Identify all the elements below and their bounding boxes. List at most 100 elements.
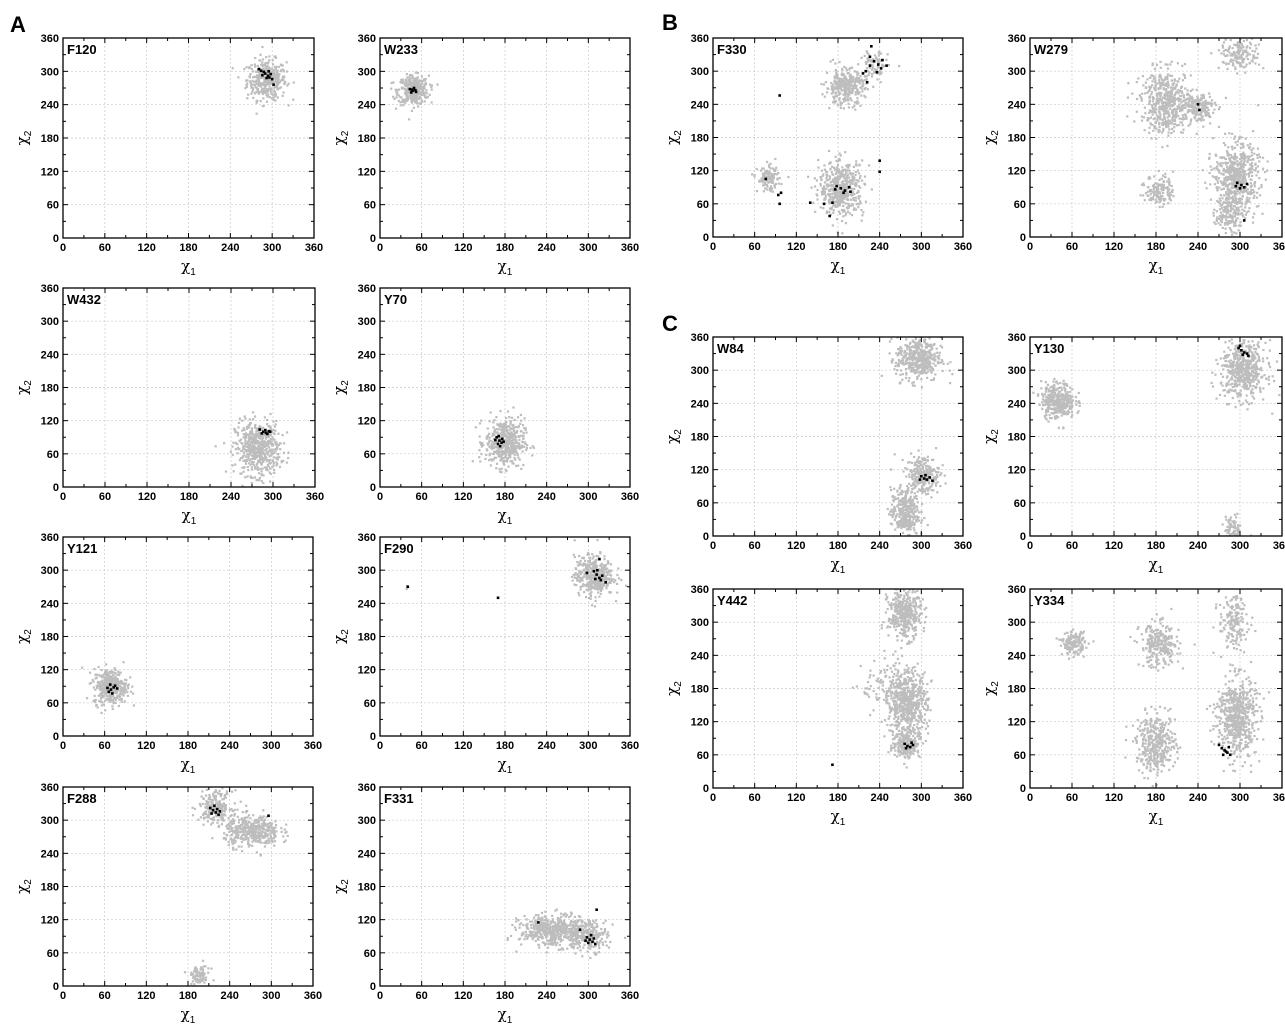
background-point (518, 458, 521, 461)
x-axis-label: χ1 (181, 1005, 196, 1024)
background-point (411, 94, 414, 97)
background-point (275, 441, 278, 444)
background-point (581, 564, 585, 567)
background-point (594, 585, 597, 588)
background-point (247, 446, 251, 449)
background-point (250, 466, 253, 469)
background-point (256, 450, 259, 453)
background-point (222, 797, 225, 801)
background-point (605, 944, 608, 947)
background-point (233, 427, 236, 431)
background-point (111, 705, 114, 708)
background-point (251, 834, 255, 838)
background-point (833, 101, 837, 104)
background-point (253, 831, 256, 834)
background-point (590, 925, 593, 928)
background-point (519, 422, 522, 426)
background-point (592, 926, 595, 929)
background-point (248, 76, 251, 79)
background-point (587, 921, 590, 925)
background-point (415, 85, 418, 88)
background-point (263, 432, 266, 436)
background-point (607, 581, 611, 584)
background-point (250, 454, 254, 457)
background-point (208, 795, 212, 799)
background-point (222, 802, 226, 805)
background-point (260, 428, 264, 431)
background-point (227, 843, 230, 847)
background-point (211, 805, 214, 808)
background-point (246, 822, 249, 825)
background-point (579, 915, 582, 919)
background-point (532, 930, 535, 934)
background-point (552, 941, 555, 945)
highlight-point (500, 441, 503, 445)
background-point (101, 701, 104, 704)
background-point (548, 939, 551, 942)
highlight-point (578, 928, 582, 931)
background-point (242, 451, 246, 454)
background-point (196, 981, 200, 984)
background-point (249, 81, 253, 84)
background-point (835, 95, 838, 98)
background-point (231, 445, 234, 448)
background-point (265, 443, 268, 446)
background-point (599, 550, 602, 554)
background-point (241, 822, 244, 825)
background-point (515, 950, 518, 953)
y-tick-label: 0 (370, 233, 376, 245)
background-point (509, 432, 512, 435)
background-point (115, 684, 119, 688)
background-point (193, 977, 196, 981)
background-point (606, 567, 609, 570)
background-point (252, 76, 255, 79)
background-point (261, 434, 265, 437)
background-point (219, 804, 222, 807)
background-point (118, 673, 121, 677)
background-point (254, 826, 257, 830)
background-point (591, 934, 594, 937)
background-point (512, 406, 515, 409)
background-point (269, 840, 272, 843)
background-point (275, 70, 278, 73)
background-point (250, 447, 253, 450)
background-point (257, 454, 261, 457)
background-point (503, 432, 506, 436)
background-point (117, 704, 120, 708)
background-point (234, 428, 237, 432)
background-point (515, 436, 518, 439)
background-point (594, 579, 597, 582)
background-point (839, 106, 842, 109)
background-point (530, 926, 533, 929)
background-point (271, 839, 274, 842)
background-point (831, 101, 835, 104)
background-point (546, 927, 549, 930)
background-point (271, 67, 274, 70)
background-point (585, 567, 589, 570)
x-tick-label: 120 (137, 242, 155, 254)
background-point (581, 925, 584, 928)
background-point (236, 452, 239, 455)
background-point (411, 91, 415, 95)
background-point (500, 435, 504, 438)
background-point (533, 925, 536, 928)
background-point (272, 461, 275, 465)
background-point (275, 456, 278, 459)
background-point (548, 929, 551, 932)
plot-f331: 0 60 120 180 240 300 360060120180240300360χ1χ2… (330, 782, 639, 1024)
background-point (543, 943, 547, 947)
background-point (847, 102, 850, 105)
x-tick-label: 300 (263, 242, 281, 254)
background-point (261, 87, 264, 90)
background-point (264, 83, 267, 87)
background-point (262, 482, 265, 485)
background-point (121, 682, 124, 686)
background-point (110, 678, 114, 681)
highlight-point (493, 438, 497, 442)
background-point (578, 563, 581, 566)
background-point (89, 671, 92, 674)
background-point (571, 935, 574, 938)
background-point (110, 670, 113, 673)
background-point (252, 464, 255, 467)
highlight-point (588, 938, 592, 941)
